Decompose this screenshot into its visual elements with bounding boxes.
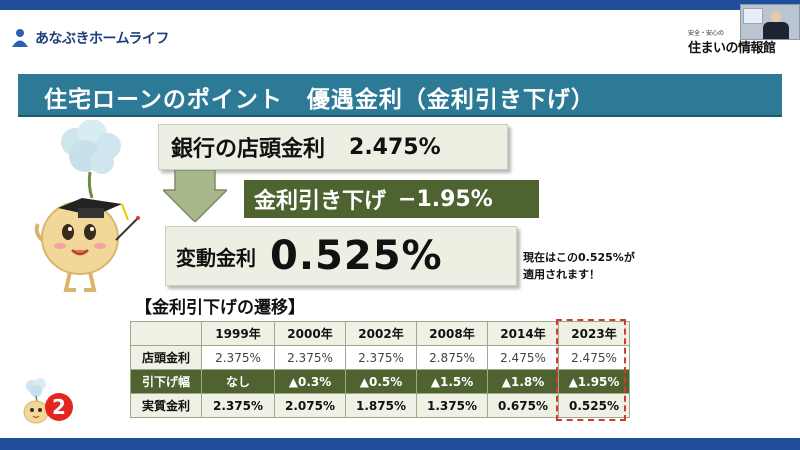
table-corner-cell	[130, 321, 202, 346]
variable-rate-box: 変動金利 0.525%	[165, 226, 517, 286]
variable-rate-label: 変動金利	[176, 245, 256, 270]
note-line-2: 適用されます！	[523, 268, 600, 281]
site-title: 住まいの情報館	[688, 41, 776, 56]
page-number-badge: 2	[45, 393, 73, 421]
table-cell: 2.375%	[201, 393, 275, 418]
table-cell: 2.475%	[558, 345, 630, 370]
discount-label: 金利引き下げ	[254, 189, 387, 214]
presenter-screen	[743, 8, 763, 24]
table-cell: ▲1.8%	[487, 369, 559, 394]
year-header: 1999年	[201, 321, 275, 346]
table-cell: 2.375%	[345, 345, 417, 370]
note-line-1: 現在はこの0.525%が	[523, 251, 635, 264]
slide-title-bar: 住宅ローンのポイント 優遇金利（金利引き下げ）	[18, 74, 782, 117]
table-cell: 0.675%	[487, 393, 559, 418]
brand-logo: あなぶきホームライフ	[10, 28, 169, 48]
table-cell: ▲1.95%	[558, 369, 630, 394]
variable-rate-value: 0.525%	[270, 233, 443, 279]
table-row-bank-rate: 店頭金利 2.375% 2.375% 2.375% 2.875% 2.475% …	[130, 345, 630, 370]
year-header: 2002年	[345, 321, 417, 346]
table-cell: ▲0.5%	[345, 369, 417, 394]
current-year-highlight	[556, 319, 626, 421]
year-header: 2000年	[274, 321, 346, 346]
current-rate-note: 現在はこの0.525%が 適用されます！	[523, 249, 635, 283]
rate-history-table: 1999年 2000年 2002年 2008年 2014年 2023年 店頭金利…	[130, 321, 630, 418]
table-cell: ▲1.5%	[416, 369, 488, 394]
table-cell: 2.075%	[274, 393, 346, 418]
discount-box: 金利引き下げ −1.95%	[244, 180, 539, 218]
history-title: 【金利引下げの遷移】	[135, 298, 305, 318]
presenter-video-thumbnail	[740, 4, 800, 40]
table-cell: 1.875%	[345, 393, 417, 418]
table-cell: 2.375%	[201, 345, 275, 370]
table-row-effective-rate: 実質金利 2.375% 2.075% 1.875% 1.375% 0.675% …	[130, 393, 630, 418]
table-cell: なし	[201, 369, 275, 394]
top-bar	[0, 0, 800, 10]
mascot-illustration	[34, 120, 140, 292]
bank-rate-value: 2.475%	[349, 134, 441, 160]
bottom-bar	[0, 438, 800, 450]
row-label: 実質金利	[130, 393, 202, 418]
bank-rate-box: 銀行の店頭金利 2.475%	[158, 124, 508, 170]
table-cell: 2.475%	[487, 345, 559, 370]
table-cell: 2.875%	[416, 345, 488, 370]
year-header: 2014年	[487, 321, 559, 346]
table-header-row: 1999年 2000年 2002年 2008年 2014年 2023年	[130, 321, 630, 346]
row-label: 引下げ幅	[130, 369, 202, 394]
brand-name: あなぶきホームライフ	[35, 31, 169, 47]
discount-value: −1.95%	[398, 186, 493, 212]
down-arrow-icon	[163, 170, 227, 222]
small-mascot-icon	[23, 378, 49, 424]
table-cell: ▲0.3%	[274, 369, 346, 394]
tagline: 安全・安心の	[688, 30, 725, 37]
logo-mark-icon	[12, 29, 28, 47]
bank-rate-label: 銀行の店頭金利	[171, 137, 326, 162]
table-cell: 2.375%	[274, 345, 346, 370]
table-cell: 1.375%	[416, 393, 488, 418]
presenter-body	[763, 22, 789, 39]
slide-title: 住宅ローンのポイント 優遇金利（金利引き下げ）	[44, 87, 595, 113]
year-header: 2008年	[416, 321, 488, 346]
table-row-discount: 引下げ幅 なし ▲0.3% ▲0.5% ▲1.5% ▲1.8% ▲1.95%	[130, 369, 630, 394]
row-label: 店頭金利	[130, 345, 202, 370]
table-cell: 0.525%	[558, 393, 630, 418]
presenter-head	[771, 11, 781, 22]
